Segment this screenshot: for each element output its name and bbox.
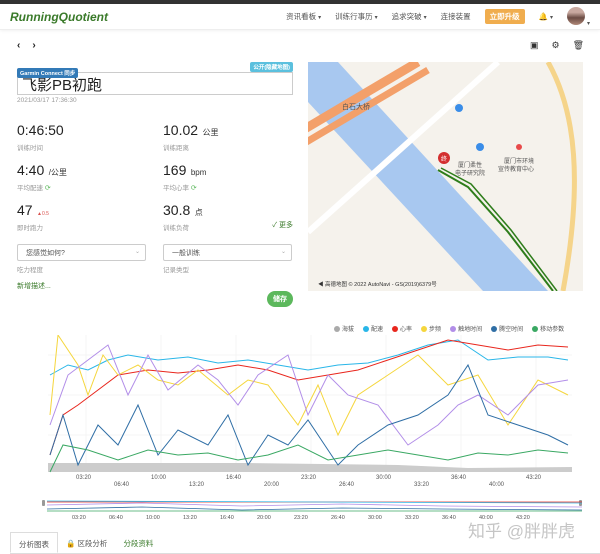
route-map[interactable]: 终 白石大桥 厦门柔性 电子研究院 厦门市环境 宣传教育中心 ◀ 高德地图 © … [308,62,583,291]
prev-activity-button[interactable]: ‹ [17,40,21,51]
more-toggle[interactable]: ✓ 更多 [272,222,293,229]
legend-cadence[interactable]: 步频 [421,324,441,333]
feel-select[interactable]: 您感觉如何? ⌄ [17,244,146,261]
analysis-chart[interactable]: 03:20 06:40 10:00 13:20 16:40 20:00 23:2… [48,333,572,488]
activity-datetime: 2021/03/17 17:36:30 [17,97,77,104]
chart-navigator[interactable] [42,497,583,513]
brand-logo[interactable]: RunningQuotient [10,9,108,24]
upgrade-button[interactable]: 立即升级 [484,9,525,24]
svg-text:终: 终 [441,155,447,163]
save-button[interactable]: 储存 [267,291,293,307]
watermark: 知乎 @胖胖虎 [468,522,575,541]
refresh-icon[interactable]: ⟳ [44,185,51,192]
activity-title-input[interactable]: 飞影PB初跑 [17,72,293,95]
map-attribution: ◀ 高德地图 © 2022 AutoNavi - GS(2019)6379号 [318,282,437,288]
top-border [0,0,600,4]
stat-running-power: 47 ▲0.5 即时跑力 [17,202,49,232]
map-label: 白石大桥 [342,104,370,111]
tab-segment-analysis[interactable]: 🔒 区段分析 [66,539,108,548]
trash-icon[interactable]: 🗑 [572,40,584,50]
navbar: RunningQuotient 资讯看板 ▾ 训练行事历 ▾ 追求突破 ▾ 连接装置 … [0,4,600,30]
legend-elevation[interactable]: 海拔 [334,324,354,333]
legend-heart-rate[interactable]: 心率 [392,324,412,333]
map-label: 厦门市环境 [504,159,535,165]
stat-distance: 10.02 公里 训练距离 [163,122,219,152]
stat-duration: 0:46:50 训练时间 [17,122,64,152]
refresh-icon[interactable]: ⟳ [190,185,197,192]
nav-calendar[interactable]: 训练行事历 ▾ [335,12,378,21]
feel-label: 吃力程度 [17,267,43,274]
stat-pace: 4:40 /公里 平均配速 ⟳ [17,162,67,192]
nav-breakthrough[interactable]: 追求突破 ▾ [391,12,427,21]
legend-mobility[interactable]: 移动参数 [532,324,564,333]
avatar [566,6,585,25]
tab-analysis-chart[interactable]: 分析图表 [10,532,58,553]
add-description-link[interactable]: 新增描述... [17,283,51,290]
legend-pace[interactable]: 配速 [363,324,383,333]
legend-ground-contact[interactable]: 触地时间 [450,324,482,333]
user-menu[interactable]: ▾ [566,6,590,27]
map-label: 宣传教育中心 [498,167,535,173]
lock-icon: 🔒 [66,539,76,548]
image-icon[interactable]: ▣ [529,40,539,50]
map-label: 电子研究院 [455,171,486,177]
bell-icon[interactable]: 🔔 ▾ [538,12,553,21]
record-type-select[interactable]: 一般训练 ⌄ [163,244,292,261]
stat-training-load: 30.8 点训练负荷 [163,202,203,232]
nav-dashboard[interactable]: 资讯看板 ▾ [286,12,322,21]
nav-devices[interactable]: 连接装置 [440,12,471,21]
record-type-label: 记录类型 [163,267,189,274]
source-badge: Garmin Connect 同步 [17,68,79,78]
visibility-badge[interactable]: 公开(隐藏地图) [250,62,293,72]
stat-heart-rate: 169 bpm 平均心率 ⟳ [163,162,207,192]
legend-flight-time[interactable]: 腾空时间 [491,324,523,333]
next-activity-button[interactable]: › [32,40,36,51]
chart-legend: 海拔 配速 心率 步频 触地时间 腾空时间 移动参数 [334,324,564,333]
gear-icon[interactable]: ⚙ [551,40,560,50]
tab-splits[interactable]: 分段资料 [123,539,154,548]
map-label: 厦门柔性 [458,163,483,169]
